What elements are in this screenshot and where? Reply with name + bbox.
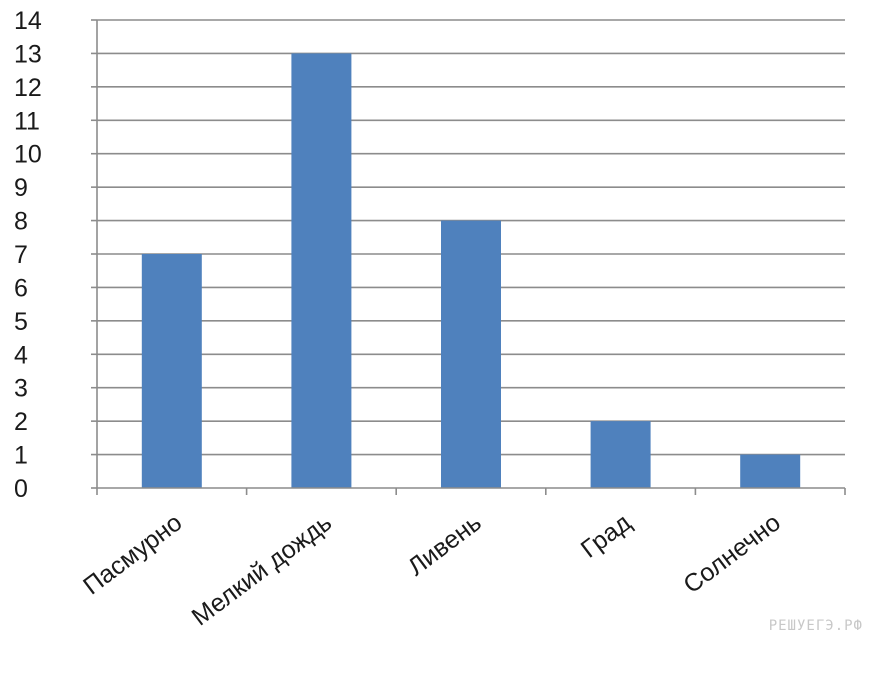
watermark: РЕШУЕГЭ.РФ <box>768 618 863 634</box>
bar <box>291 53 352 489</box>
y-tick-label: 3 <box>14 375 28 403</box>
y-tick-label: 12 <box>14 74 42 102</box>
y-tick-label: 8 <box>14 208 28 236</box>
y-tick-label: 11 <box>14 107 40 135</box>
y-tick-label: 14 <box>14 7 42 35</box>
bar <box>141 254 202 488</box>
axes <box>91 19 846 495</box>
y-tick-label: 4 <box>14 341 28 369</box>
bars <box>141 53 801 489</box>
x-category-label: Пасмурно <box>78 508 187 600</box>
y-tick-label: 13 <box>14 40 42 68</box>
y-tick-label: 6 <box>14 274 28 302</box>
x-category-label: Град <box>576 508 637 563</box>
x-category-labels: Пасмурно Мелкий дождь Ливень Град Солнечно <box>78 508 786 631</box>
y-tick-label: 0 <box>14 475 28 503</box>
x-category-label: Ливень <box>403 508 487 581</box>
y-tick-label: 7 <box>14 241 28 269</box>
y-tick-label: 2 <box>14 408 28 436</box>
bar <box>740 454 801 488</box>
y-tick-label: 10 <box>14 141 42 169</box>
bar <box>441 220 501 489</box>
x-category-label: Мелкий дождь <box>187 508 337 631</box>
x-category-label: Солнечно <box>678 508 786 599</box>
y-tick-label: 1 <box>14 442 28 470</box>
bar <box>590 421 651 488</box>
y-tick-label: 5 <box>14 308 28 336</box>
y-tick-label: 9 <box>14 174 28 202</box>
